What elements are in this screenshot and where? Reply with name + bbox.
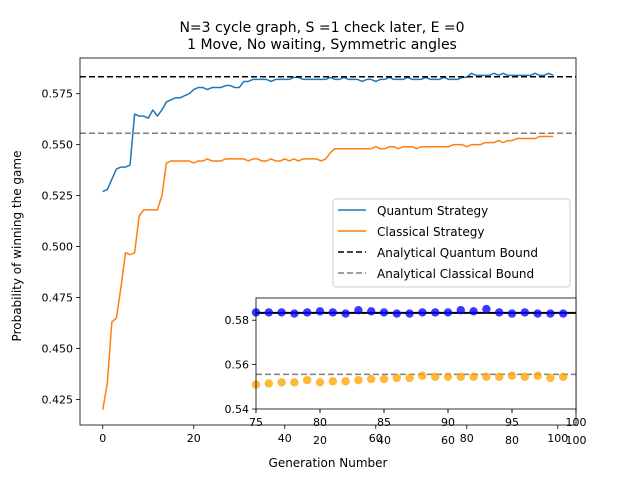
inset-point-classical bbox=[392, 373, 401, 383]
inset-point-quantum bbox=[379, 308, 389, 317]
inset-x-tick-label: 100 bbox=[566, 416, 587, 429]
inset-point-classical bbox=[456, 372, 465, 382]
inset-point-quantum bbox=[405, 309, 414, 318]
inset-point-quantum bbox=[277, 308, 286, 317]
inset-x-tick-label: 80 bbox=[313, 416, 327, 429]
inset-point-quantum bbox=[443, 308, 453, 317]
legend-label-quantum: Quantum Strategy bbox=[377, 204, 488, 218]
inset-x-tick-label: 85 bbox=[377, 416, 391, 429]
inset-point-classical bbox=[354, 375, 363, 385]
inset-point-classical bbox=[328, 377, 337, 386]
inset-point-quantum bbox=[507, 309, 517, 318]
inset-frame bbox=[255, 297, 577, 410]
x-axis-label: Generation Number bbox=[269, 456, 388, 470]
y-tick-label: 0.575 bbox=[42, 88, 74, 101]
y-axis-label: Probability of winning the game bbox=[10, 151, 24, 342]
inset-point-classical bbox=[405, 373, 414, 383]
x-tick-label: 80 bbox=[460, 432, 474, 445]
secondary-x-tick-label: 60 bbox=[441, 434, 455, 447]
inset-point-quantum bbox=[559, 309, 568, 318]
y-tick-label: 0.550 bbox=[42, 139, 74, 152]
inset-y-tick-label: 0.58 bbox=[225, 314, 250, 327]
inset-point-quantum bbox=[546, 309, 555, 318]
legend-label-quantum-bound: Analytical Quantum Bound bbox=[377, 246, 538, 260]
y-tick-label: 0.500 bbox=[42, 241, 74, 254]
inset-point-classical bbox=[315, 378, 325, 387]
inset-point-classical bbox=[379, 374, 389, 384]
inset-point-classical bbox=[303, 375, 312, 385]
inset-point-classical bbox=[264, 379, 273, 388]
inset-point-classical bbox=[443, 372, 453, 382]
inset-point-quantum bbox=[341, 309, 350, 318]
legend-label-classical: Classical Strategy bbox=[377, 225, 484, 239]
y-tick-label: 0.475 bbox=[42, 292, 74, 305]
inset-point-classical bbox=[495, 372, 504, 382]
inset-point-classical bbox=[469, 372, 478, 382]
secondary-x-tick-label: 40 bbox=[377, 434, 391, 447]
legend: Quantum Strategy Classical Strategy Anal… bbox=[332, 198, 571, 288]
inset-point-quantum bbox=[315, 307, 325, 316]
series-line-quantum bbox=[102, 72, 554, 193]
inset-point-classical bbox=[533, 371, 542, 380]
secondary-x-tick-label: 20 bbox=[313, 434, 327, 447]
inset-x-tick-label: 95 bbox=[505, 416, 519, 429]
inset-y-tick-label: 0.54 bbox=[225, 403, 250, 416]
x-tick-label: 0 bbox=[99, 432, 106, 445]
inset-x-tick-label: 75 bbox=[249, 416, 263, 429]
inset-point-classical bbox=[546, 373, 555, 383]
inset-point-quantum bbox=[495, 308, 504, 317]
main-plot-area: 0 20 40 60 80 1000.4250.4500.4750.5000.5250.5… bbox=[42, 57, 577, 445]
series-line-classical bbox=[102, 135, 554, 410]
inset-point-classical bbox=[277, 378, 286, 387]
inset-point-quantum bbox=[533, 309, 542, 318]
inset-background bbox=[256, 298, 576, 409]
secondary-x-tick-label: 80 bbox=[505, 434, 519, 447]
inset-point-quantum bbox=[418, 308, 427, 317]
inset-point-quantum bbox=[328, 308, 337, 317]
chart-title-line-1: N=3 cycle graph, S =1 check later, E =0 bbox=[179, 20, 464, 36]
inset-point-quantum bbox=[264, 308, 273, 317]
legend-label-classical-bound: Analytical Classical Bound bbox=[377, 267, 534, 281]
inset-point-classical bbox=[290, 378, 299, 387]
inset-point-quantum bbox=[520, 308, 529, 317]
inset-point-classical bbox=[431, 372, 440, 382]
x-tick-label: 60 bbox=[369, 432, 383, 445]
inset-point-quantum bbox=[431, 308, 440, 317]
legend-frame bbox=[332, 198, 571, 288]
x-tick-label: 100 bbox=[547, 432, 568, 445]
inset-x-tick-label: 90 bbox=[441, 416, 455, 429]
y-tick-label: 0.425 bbox=[42, 394, 74, 407]
inset-point-quantum bbox=[392, 309, 401, 318]
inset-point-quantum bbox=[303, 308, 312, 317]
inset-point-quantum bbox=[367, 307, 376, 316]
inset-point-classical bbox=[559, 372, 568, 382]
inset-point-quantum bbox=[482, 304, 491, 314]
x-tick-label: 20 bbox=[187, 432, 201, 445]
inset-y-tick-label: 0.56 bbox=[225, 359, 250, 372]
inset-point-classical bbox=[520, 372, 529, 382]
inset-point-quantum bbox=[290, 309, 299, 318]
inset-point-classical bbox=[507, 371, 517, 380]
inset-point-quantum bbox=[354, 306, 363, 315]
inset-point-quantum bbox=[456, 306, 465, 315]
inset-point-quantum bbox=[469, 307, 478, 316]
inset-point-classical bbox=[341, 377, 350, 386]
secondary-x-tick-label: 100 bbox=[566, 434, 587, 447]
inset-point-classical bbox=[418, 371, 427, 380]
inset-point-classical bbox=[482, 372, 491, 382]
y-tick-label: 0.450 bbox=[42, 343, 74, 356]
main-plot-frame bbox=[79, 57, 577, 426]
inset-point-classical bbox=[367, 374, 376, 384]
chart-title-line-2: 1 Move, No waiting, Symmetric angles bbox=[187, 37, 457, 53]
y-tick-label: 0.525 bbox=[42, 190, 74, 203]
x-tick-label: 40 bbox=[278, 432, 292, 445]
